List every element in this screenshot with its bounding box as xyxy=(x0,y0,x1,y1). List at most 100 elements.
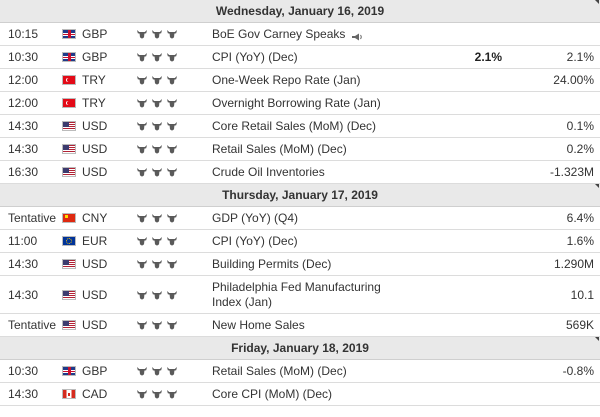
currency-code: USD xyxy=(82,318,108,332)
currency-code: USD xyxy=(82,142,108,156)
event-name-cell[interactable]: Retail Sales (MoM) (Dec) xyxy=(208,137,438,161)
forecast-value xyxy=(508,22,600,46)
event-name-cell[interactable]: Retail Sales (MoM) (Dec) xyxy=(208,359,438,383)
currency-code: USD xyxy=(82,165,108,179)
currency-cell: USD xyxy=(62,252,136,276)
event-name-cell[interactable]: One-Week Repo Rate (Jan) xyxy=(208,68,438,92)
currency-cell: CAD xyxy=(62,382,136,406)
day-header: Thursday, January 17, 2019 xyxy=(0,183,600,207)
event-name-cell[interactable]: Crude Oil Inventories xyxy=(208,160,438,184)
event-time: 14:30 xyxy=(0,382,62,406)
bull-icon xyxy=(151,259,163,269)
currency-code: GBP xyxy=(82,50,108,64)
event-time: 11:00 xyxy=(0,229,62,253)
event-name-cell[interactable]: Core Retail Sales (MoM) (Dec) xyxy=(208,114,438,138)
actual-value xyxy=(438,359,508,383)
us-flag-icon xyxy=(62,121,76,131)
bull-icon xyxy=(151,320,163,330)
bull-icon xyxy=(151,98,163,108)
forecast-value: 2.1% xyxy=(508,45,600,69)
currency-code: TRY xyxy=(82,73,106,87)
event-name-cell[interactable]: CPI (YoY) (Dec) xyxy=(208,229,438,253)
bull-icon xyxy=(151,121,163,131)
event-name-cell[interactable]: CPI (YoY) (Dec) xyxy=(208,45,438,69)
importance-cell xyxy=(136,45,208,69)
event-time: 14:30 xyxy=(0,114,62,138)
bull-icon xyxy=(151,144,163,154)
currency-cell: GBP xyxy=(62,22,136,46)
bull-icon xyxy=(136,236,148,246)
event-time: 12:00 xyxy=(0,68,62,92)
bull-icon xyxy=(166,213,178,223)
event-name-cell[interactable]: Core CPI (MoM) (Dec) xyxy=(208,382,438,406)
event-name-cell[interactable]: GDP (YoY) (Q4) xyxy=(208,206,438,230)
currency-code: USD xyxy=(82,287,108,302)
event-name: GDP (YoY) (Q4) xyxy=(212,211,299,225)
event-name: Core Retail Sales (MoM) (Dec) xyxy=(212,119,377,133)
event-row[interactable]: 10:15 GBP BoE Gov Carney Speaks xyxy=(0,22,600,46)
forecast-value: -0.8% xyxy=(508,359,600,383)
event-row[interactable]: 14:30 USD Philadelphia Fed Manufacturing In… xyxy=(0,275,600,314)
day-header-row: Wednesday, January 16, 2019 xyxy=(0,0,600,23)
event-time: 14:30 xyxy=(0,275,62,314)
day-header-row: Thursday, January 17, 2019 xyxy=(0,183,600,207)
event-name: Retail Sales (MoM) (Dec) xyxy=(212,364,347,378)
actual-value xyxy=(438,382,508,406)
currency-code: TRY xyxy=(82,96,106,110)
importance-cell xyxy=(136,68,208,92)
currency-code: CNY xyxy=(82,211,108,225)
event-name-cell[interactable]: Philadelphia Fed Manufacturing Index (Jan… xyxy=(208,275,438,314)
us-flag-icon xyxy=(62,320,76,330)
event-time: 16:30 xyxy=(0,160,62,184)
event-name: Crude Oil Inventories xyxy=(212,165,325,179)
forecast-value xyxy=(508,382,600,406)
currency-code: GBP xyxy=(82,27,108,41)
forecast-value: 10.1 xyxy=(508,275,600,314)
bull-icon xyxy=(136,290,148,300)
event-time: 14:30 xyxy=(0,252,62,276)
bull-icon xyxy=(151,29,163,39)
event-name-cell[interactable]: Building Permits (Dec) xyxy=(208,252,438,276)
event-name-cell[interactable]: New Home Sales xyxy=(208,313,438,337)
event-name-cell[interactable]: BoE Gov Carney Speaks xyxy=(208,22,438,46)
currency-cell: EUR xyxy=(62,229,136,253)
forecast-value: 0.1% xyxy=(508,114,600,138)
event-time: 10:15 xyxy=(0,22,62,46)
day-header: Friday, January 18, 2019 xyxy=(0,336,600,360)
event-name-cell[interactable]: Overnight Borrowing Rate (Jan) xyxy=(208,91,438,115)
importance-cell xyxy=(136,206,208,230)
importance-cell xyxy=(136,359,208,383)
event-row[interactable]: 14:30 USD Core Retail Sales (MoM) (Dec) 0.1… xyxy=(0,114,600,138)
actual-value xyxy=(438,68,508,92)
actual-value xyxy=(438,137,508,161)
bull-icon xyxy=(151,290,163,300)
actual-value: 2.1% xyxy=(438,45,508,69)
bull-icon xyxy=(136,167,148,177)
event-time: 10:30 xyxy=(0,359,62,383)
event-name: CPI (YoY) (Dec) xyxy=(212,50,298,64)
event-time: 10:30 xyxy=(0,45,62,69)
currency-cell: GBP xyxy=(62,45,136,69)
bull-icon xyxy=(151,167,163,177)
actual-value xyxy=(438,160,508,184)
forecast-value: 6.4% xyxy=(508,206,600,230)
currency-code: EUR xyxy=(82,234,108,248)
actual-value xyxy=(438,206,508,230)
actual-value xyxy=(438,275,508,314)
us-flag-icon xyxy=(62,167,76,177)
currency-code: CAD xyxy=(82,387,108,401)
event-name: Building Permits (Dec) xyxy=(212,257,332,271)
gb-flag-icon xyxy=(62,29,76,39)
currency-cell: CNY xyxy=(62,206,136,230)
